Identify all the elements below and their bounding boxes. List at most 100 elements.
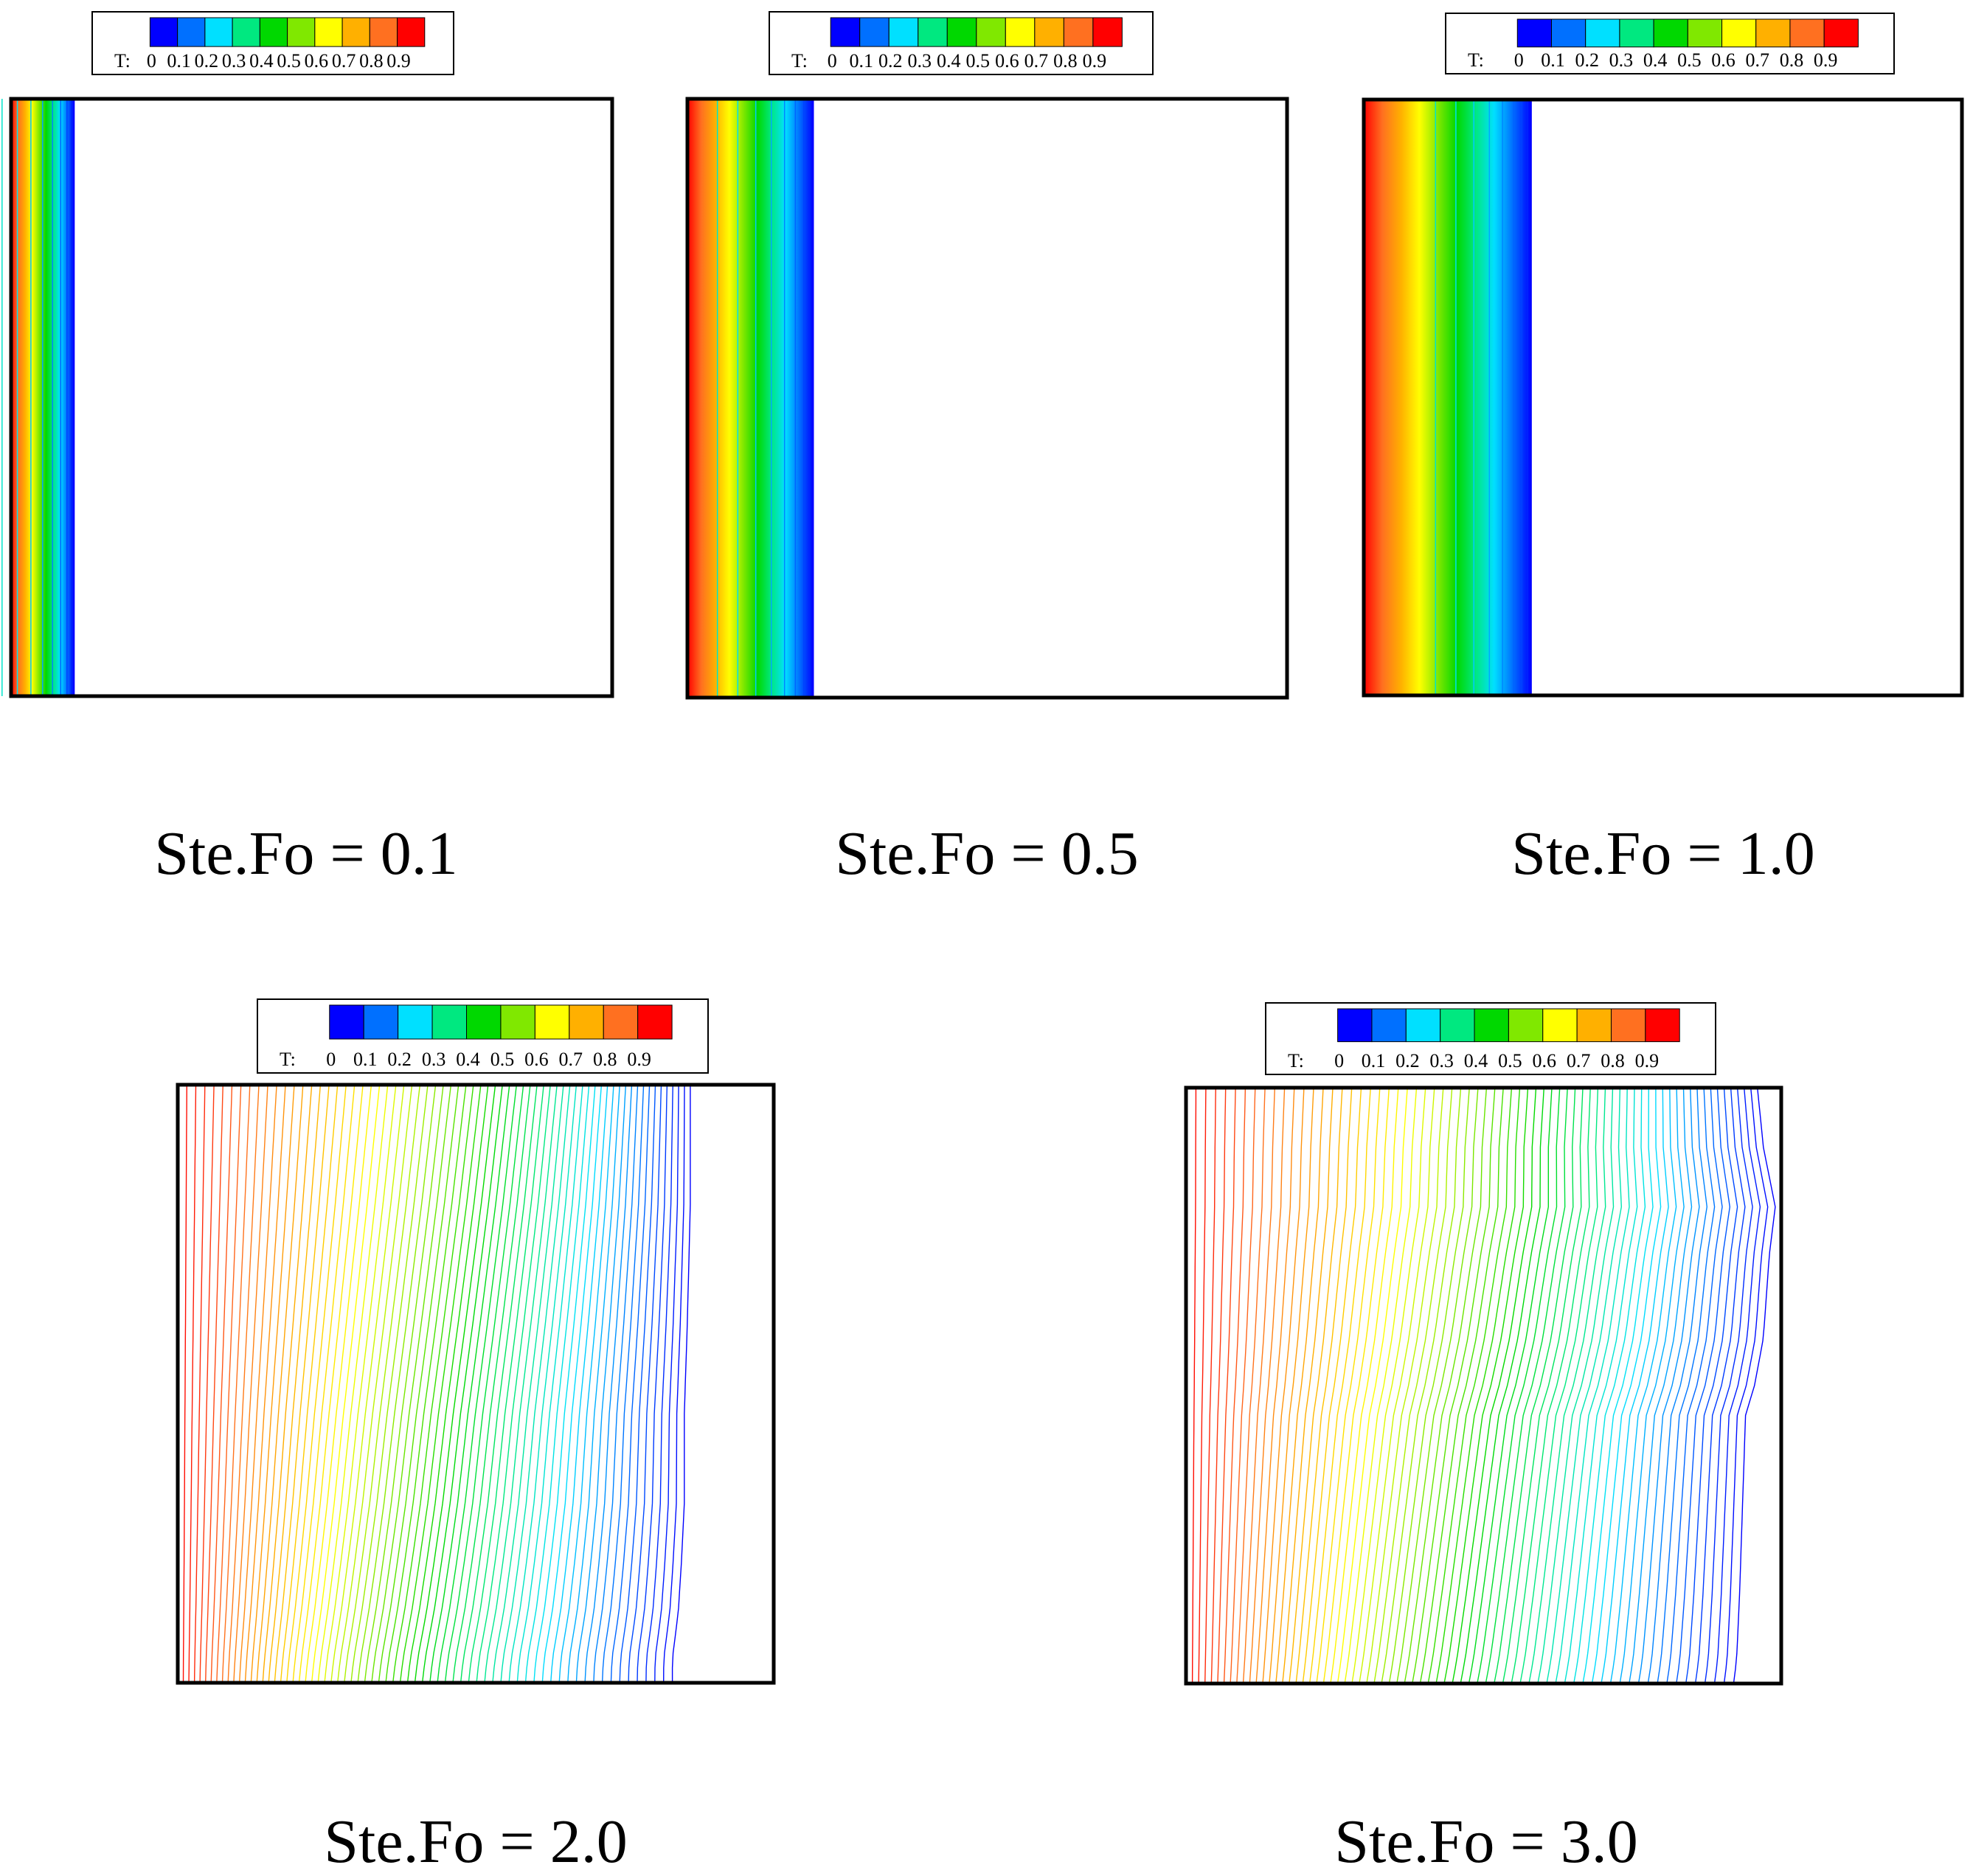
panel-caption: Ste.Fo = 1.0	[1511, 819, 1814, 888]
isotherm-line	[344, 1084, 421, 1684]
colorbar-cell	[918, 17, 948, 47]
colorbar-tick-label: 0.2	[1575, 49, 1599, 71]
colorbar-tick-label: 0.6	[995, 50, 1019, 72]
isotherm-line	[1666, 1087, 1723, 1684]
isotherm-line	[1289, 1087, 1343, 1684]
colorbar-cell	[431, 1004, 468, 1040]
colorbar-tick-label: 0.8	[1780, 49, 1804, 71]
colorbar-tick-label: 0	[828, 50, 837, 72]
colorbar-cell	[830, 17, 861, 47]
isotherm-line	[516, 1084, 583, 1684]
isotherm-line	[1591, 1088, 1662, 1684]
isotherm-line	[1676, 1087, 1731, 1684]
isotherm-line	[305, 1084, 372, 1684]
isotherm-line	[1359, 1087, 1435, 1684]
panel-3: T: 0 0.1 0.2 0.3 0.4 0.5 0.6 0.7 0.8 0.9 Ste.Fo = 1…	[1362, 13, 1964, 888]
isotherm-line	[601, 1084, 645, 1684]
isotherm-line	[1460, 1087, 1544, 1684]
colorbar-cell	[1005, 17, 1036, 47]
colorbar-tick-label: 0.9	[627, 1049, 651, 1070]
panel-2: T: 0 0.1 0.2 0.3 0.4 0.5 0.6 0.7 0.8 0.9 Ste.Fo = 0…	[685, 11, 1289, 888]
isotherm-line	[1295, 1087, 1353, 1684]
colorbar-cell	[204, 17, 233, 47]
isotherm-line	[575, 1084, 627, 1684]
isotherm-line	[628, 1084, 662, 1684]
colorbar-cell	[1034, 17, 1064, 47]
colorbar-tick-label: 0.5	[277, 50, 301, 72]
isotherm-line	[1322, 1087, 1390, 1684]
panel-caption: Ste.Fo = 2.0	[324, 1807, 627, 1876]
isotherm-line	[645, 1084, 673, 1684]
isotherm-line	[1373, 1087, 1453, 1684]
colorbar-tick-label: 0.9	[1635, 1050, 1660, 1071]
colorbar-variable-label: T:	[1288, 1050, 1304, 1071]
colorbar-tick-label: 0.7	[332, 50, 356, 72]
isotherm-line	[244, 1084, 286, 1684]
isotherm-line	[593, 1084, 639, 1684]
colorbar-tick-label: 0.6	[1711, 49, 1736, 71]
colorbar-cell	[341, 17, 370, 47]
isotherm-line	[364, 1084, 444, 1684]
colorbar-tick-label: 0.3	[222, 50, 246, 72]
colorbar-cell	[259, 17, 288, 47]
isotherm-line	[1443, 1087, 1529, 1684]
isotherm-line	[1723, 1087, 1769, 1684]
isotherm-line	[286, 1084, 347, 1684]
colorbar-tick-label: 0.6	[524, 1049, 549, 1070]
isotherm-line	[619, 1084, 656, 1684]
isotherm-line	[1528, 1087, 1606, 1684]
colorbar-tick-label: 0.5	[1498, 1050, 1522, 1071]
isotherm-line	[1485, 1087, 1568, 1684]
isotherm-line	[1564, 1087, 1638, 1684]
isotherm-line	[437, 1084, 517, 1684]
colorbar-tick-label: 0.7	[1745, 49, 1769, 71]
isotherm-line	[274, 1084, 330, 1684]
isotherm-line	[1236, 1087, 1266, 1684]
isotherm-line	[1242, 1087, 1275, 1684]
colorbar-cell	[1653, 18, 1688, 48]
isotherm-line	[1262, 1087, 1305, 1684]
isotherm-line	[637, 1084, 668, 1684]
isotherm-line	[429, 1084, 510, 1684]
temperature-field	[687, 99, 814, 698]
colorbar-tick-label: 0.8	[359, 50, 384, 72]
colorbar-tick-label: 0.4	[1643, 49, 1668, 71]
colorbar-cell	[1063, 17, 1094, 47]
isotherm-line	[1519, 1087, 1599, 1684]
isotherm-line	[1404, 1087, 1488, 1684]
isotherm-line	[1282, 1087, 1334, 1684]
isotherm-line	[584, 1084, 633, 1684]
isotherm-line	[1381, 1087, 1462, 1684]
colorbar-variable-label: T:	[791, 50, 808, 72]
isotherm-line	[1302, 1087, 1362, 1684]
colorbar-tick-label: 0.9	[1814, 49, 1838, 71]
isotherm-line	[350, 1084, 429, 1684]
isotherm-line	[1204, 1087, 1216, 1684]
isotherm-line	[324, 1084, 397, 1684]
isotherm-line	[205, 1084, 223, 1684]
isotherm-line	[337, 1084, 413, 1684]
isotherm-line	[654, 1084, 679, 1684]
colorbar-tick-label: 0.1	[1362, 1050, 1386, 1071]
isotherm-line	[233, 1084, 268, 1684]
colorbar-tick-label: 0.3	[1609, 49, 1634, 71]
plot-frame	[685, 97, 1289, 700]
isotherm-line	[406, 1084, 489, 1684]
colorbar-cell	[1576, 1008, 1612, 1043]
colorbar-cell	[1508, 1008, 1544, 1043]
isotherm-line	[452, 1084, 531, 1684]
colorbar-cell	[534, 1004, 570, 1040]
isotherm-line	[1308, 1087, 1371, 1684]
isotherm-line	[317, 1084, 389, 1684]
isotherm-line	[460, 1084, 538, 1684]
isotherm-line	[330, 1084, 405, 1684]
isotherm-line	[1657, 1087, 1716, 1684]
isotherm-line	[199, 1084, 215, 1684]
isotherm-line	[216, 1084, 242, 1684]
colorbar-tick-label: 0.8	[1053, 50, 1078, 72]
temperature-field	[1364, 100, 1532, 695]
isotherm-line	[558, 1084, 614, 1684]
isotherm-line	[1351, 1087, 1426, 1684]
isotherm-line	[221, 1084, 251, 1684]
colorbar-tick-label: 0	[1514, 49, 1524, 71]
